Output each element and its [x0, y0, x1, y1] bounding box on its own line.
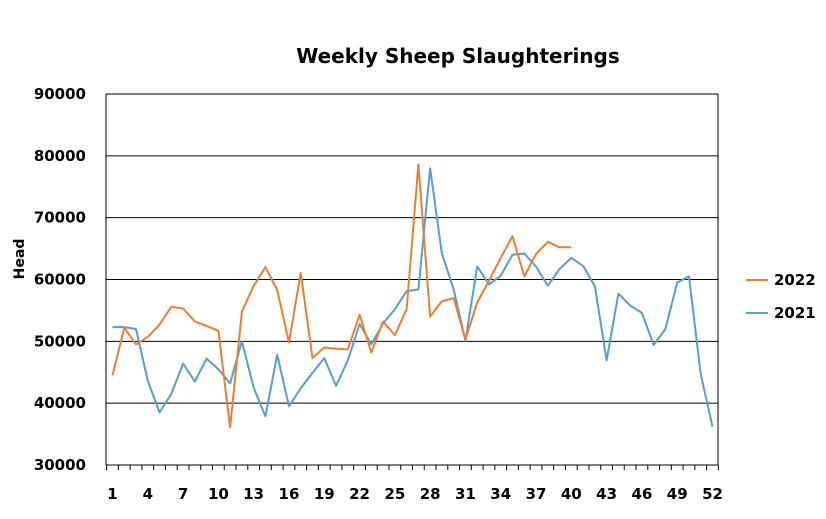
x-tick-label: 22 — [349, 485, 370, 503]
y-tick-labels: 30000 40000 50000 60000 70000 80000 90000 — [34, 85, 86, 474]
chart-title: Weekly Sheep Slaughterings — [296, 44, 620, 68]
x-tick-label: 28 — [420, 485, 441, 503]
x-tick-label: 46 — [631, 485, 652, 503]
axes — [105, 94, 719, 470]
x-tick-label: 49 — [667, 485, 688, 503]
y-axis-label: Head — [12, 239, 28, 280]
y-tick-label: 90000 — [34, 85, 86, 103]
y-tick-label: 30000 — [34, 456, 86, 474]
x-tick-label: 37 — [526, 485, 547, 503]
series-line-2021 — [112, 167, 714, 427]
legend-label-2021: 2021 — [774, 304, 816, 322]
x-tick-label: 31 — [455, 485, 476, 503]
x-tick-label: 25 — [384, 485, 405, 503]
x-tick-label: 16 — [279, 485, 300, 503]
x-tick-labels: 1 4 7 10 13 16 19 22 25 28 31 34 37 40 43 46 49 52 — [107, 485, 723, 503]
x-tick-label: 52 — [702, 485, 723, 503]
series-lines — [111, 163, 714, 429]
x-tick-label: 19 — [314, 485, 335, 503]
x-tick-label: 40 — [561, 485, 582, 503]
series-line-2022 — [111, 163, 572, 429]
y-tick-label: 80000 — [34, 147, 86, 165]
y-tick-label: 60000 — [34, 271, 86, 289]
y-tick-label: 40000 — [34, 394, 86, 412]
gridlines — [106, 93, 718, 404]
x-tick-label: 7 — [178, 485, 188, 503]
x-tick-label: 4 — [143, 485, 153, 503]
x-tick-label: 1 — [107, 485, 117, 503]
y-tick-label: 70000 — [34, 209, 86, 227]
x-tick-label: 10 — [208, 485, 229, 503]
y-tick-label: 50000 — [34, 332, 86, 350]
x-tick-label: 34 — [490, 485, 511, 503]
legend-label-2022: 2022 — [774, 271, 816, 289]
x-tick-label: 43 — [596, 485, 617, 503]
x-tick-label: 13 — [243, 485, 264, 503]
legend: 2022 2021 — [746, 271, 816, 322]
